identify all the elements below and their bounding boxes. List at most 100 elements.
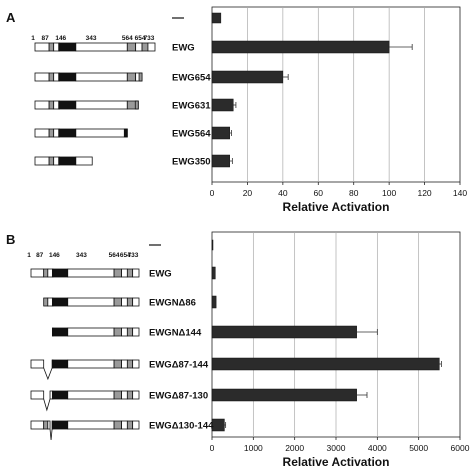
construct-end-domain	[123, 128, 128, 138]
construct-domain	[53, 156, 60, 166]
construct-domain	[113, 420, 122, 430]
construct-domain	[43, 297, 49, 307]
construct-domain	[132, 359, 140, 369]
construct-domain	[126, 100, 137, 110]
x-tick-label: 100	[382, 188, 396, 198]
construct-domain	[34, 42, 50, 52]
construct-domain	[121, 390, 128, 400]
construct-domain	[30, 359, 45, 369]
construct-domain	[121, 327, 128, 337]
deletion-gap-mark	[43, 398, 51, 412]
construct-domain	[59, 42, 77, 52]
bar	[211, 357, 440, 371]
category-label: EWG	[172, 43, 195, 54]
x-tick-label: 3000	[327, 443, 346, 453]
bar	[211, 239, 214, 251]
construct-domain	[113, 268, 122, 278]
bar	[211, 98, 234, 112]
construct-domain	[48, 128, 55, 138]
x-tick-label: 60	[314, 188, 324, 198]
construct-diagram	[30, 359, 140, 381]
bar	[211, 70, 284, 84]
construct-domain	[52, 297, 69, 307]
category-label: EWG	[149, 269, 172, 280]
construct-domain	[126, 390, 134, 400]
construct-domain	[43, 420, 49, 430]
x-tick-label: 2000	[285, 443, 304, 453]
construct-domain	[59, 128, 77, 138]
construct-domain	[75, 156, 93, 166]
construct-domain	[126, 268, 134, 278]
position-label: 733	[128, 252, 139, 259]
construct-domain	[34, 100, 50, 110]
construct-domain	[53, 42, 60, 52]
construct-domain	[30, 390, 45, 400]
bar	[211, 418, 225, 432]
construct-domain	[113, 327, 122, 337]
position-label: 733	[144, 35, 155, 42]
category-label: EWG350	[172, 157, 211, 168]
construct-domain	[126, 297, 134, 307]
category-label: EWGΔ87-144	[149, 360, 209, 371]
construct-domain	[75, 128, 128, 138]
construct-domain	[34, 72, 50, 82]
x-tick-label: 6000	[451, 443, 470, 453]
construct-domain	[113, 297, 122, 307]
construct-domain	[48, 72, 55, 82]
panel-label: B	[6, 232, 15, 247]
construct-domain	[52, 420, 69, 430]
construct-domain	[34, 128, 50, 138]
construct-domain	[121, 268, 128, 278]
construct-domain	[47, 420, 51, 430]
construct-diagram	[34, 128, 128, 138]
position-label: 146	[49, 252, 60, 259]
x-axis-title: Relative Activation	[283, 455, 390, 469]
construct-domain	[132, 268, 140, 278]
category-label: EWG564	[172, 129, 211, 140]
construct-domain	[132, 327, 140, 337]
construct-domain	[67, 359, 115, 369]
x-axis-title: Relative Activation	[283, 200, 390, 214]
x-tick-label: 120	[417, 188, 431, 198]
construct-domain	[67, 390, 115, 400]
construct-diagram	[51, 327, 140, 337]
construct-domain	[30, 420, 45, 430]
x-tick-label: 20	[243, 188, 253, 198]
construct-domain	[52, 268, 69, 278]
construct-domain	[67, 420, 115, 430]
construct-domain	[147, 42, 156, 52]
position-label: 343	[76, 252, 87, 259]
construct-domain	[48, 156, 55, 166]
x-tick-label: 0	[210, 188, 215, 198]
bar	[211, 325, 357, 339]
construct-domain	[47, 268, 53, 278]
construct-domain	[59, 156, 77, 166]
construct-domain	[121, 359, 128, 369]
category-label: EWG631	[172, 101, 211, 112]
construct-diagram	[34, 100, 139, 110]
construct-diagram	[43, 297, 140, 307]
construct-domain	[132, 297, 140, 307]
construct-domain	[135, 42, 143, 52]
plot-area	[211, 6, 461, 183]
category-label: EWGNΔ144	[149, 328, 202, 339]
construct-diagram	[34, 72, 143, 82]
bar	[211, 12, 222, 24]
bar	[211, 388, 357, 402]
construct-domain	[53, 72, 60, 82]
construct-domain	[75, 72, 128, 82]
construct-domain	[121, 420, 128, 430]
category-label: EWGΔ87-130	[149, 391, 208, 402]
position-label: 1	[31, 35, 35, 42]
x-tick-label: 4000	[368, 443, 387, 453]
deletion-gap-mark	[49, 428, 53, 441]
construct-domain	[121, 297, 128, 307]
construct-domain	[53, 100, 60, 110]
category-label: EWG654	[172, 73, 211, 84]
x-tick-label: 0	[210, 443, 215, 453]
deletion-gap-mark	[43, 367, 53, 381]
bar	[211, 295, 217, 309]
category-label: EWGNΔ86	[149, 298, 196, 309]
construct-domain	[126, 327, 134, 337]
